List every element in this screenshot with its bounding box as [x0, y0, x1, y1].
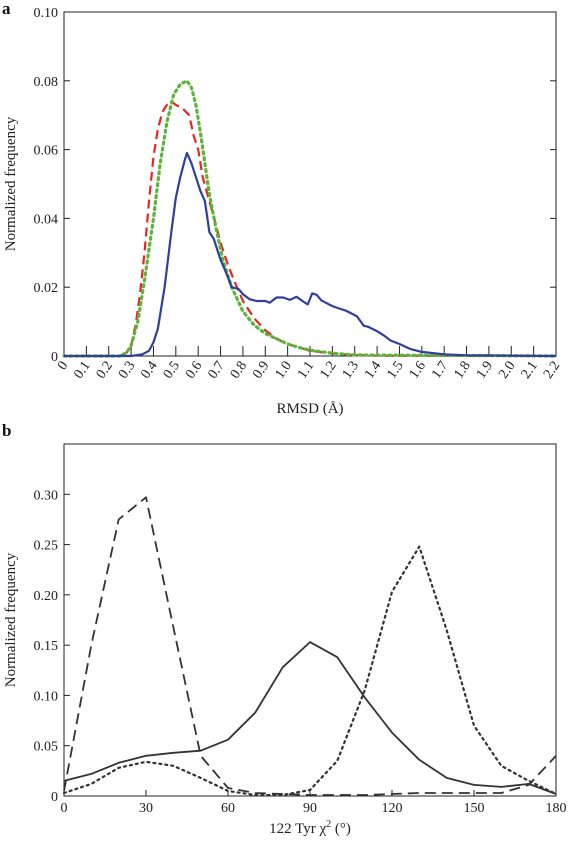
x-tick-label-a: 1.1	[295, 359, 317, 382]
x-tick-label-a: 2.1	[519, 359, 541, 382]
x-tick-label-a: 1.8	[451, 359, 473, 382]
y-tick-label-a: 0.08	[34, 75, 59, 90]
series-line-a	[62, 79, 558, 358]
series-line-b	[62, 545, 558, 797]
y-tick-label-b: 0.15	[34, 639, 59, 654]
plot-a: 00.020.040.060.080.100 0.1 0.2 0.3 0.4 0.5 0.6…	[3, 6, 563, 417]
x-tick-label-a: 0.3	[116, 359, 138, 382]
y-tick-label-b: 0	[51, 790, 58, 805]
x-tick-label-b: 120	[382, 801, 403, 816]
x-axis-title-sup: 2	[326, 819, 331, 830]
plot-b-frame	[63, 443, 557, 797]
x-tick-label-b: 60	[221, 801, 235, 816]
x-tick-label-a: 0	[55, 359, 71, 373]
y-tick-label-a: 0.06	[34, 144, 59, 159]
x-tick-label-b: 150	[464, 801, 485, 816]
x-tick-label-a: 1.3	[340, 359, 362, 382]
x-tick-label-a: 1.7	[429, 359, 451, 382]
x-tick-label-a: 0.4	[138, 359, 160, 382]
x-axis-title-b: 122 Tyr χ2 (°)	[269, 819, 351, 837]
x-tick-label-a: 0.7	[205, 359, 227, 382]
x-tick-label-a: 0.6	[183, 359, 205, 382]
series-line-b	[63, 641, 557, 795]
x-tick-label-b: 30	[139, 801, 153, 816]
x-tick-label-a: 0.9	[250, 359, 272, 382]
y-tick-label-a: 0.04	[34, 212, 59, 227]
x-tick-label-a: 1.5	[384, 359, 406, 382]
y-tick-label-b: 0.05	[34, 740, 59, 755]
plot-b: 0 0.05 0.10 0.15 0.20 0.25 0.30 0 30 60 90 120 150 18…	[3, 443, 567, 837]
x-tick-label-b: 90	[303, 801, 317, 816]
y-axis-title-b: Normalized frequency	[3, 552, 19, 687]
y-tick-label-a: 0.10	[34, 6, 59, 21]
x-tick-label-a: 2.2	[541, 359, 563, 382]
y-tick-label-b: 0.10	[34, 689, 59, 704]
x-tick-label-a: 2.0	[496, 359, 518, 382]
y-tick-label-a: 0	[51, 350, 58, 365]
y-axis-title-a: Normalized frequency	[3, 116, 19, 251]
x-axis-title-main: 122 Tyr χ	[269, 821, 326, 837]
x-tick-label-a: 1.0	[273, 359, 295, 382]
y-tick-label-a: 0.02	[34, 281, 59, 296]
x-tick-label-a: 1.6	[407, 359, 429, 382]
x-tick-label-a: 1.2	[317, 359, 339, 382]
x-tick-label-b: 180	[546, 801, 567, 816]
x-tick-label-a: 0.1	[71, 359, 93, 382]
x-axis-title-a: RMSD (Å)	[276, 401, 343, 417]
series-line-a	[64, 100, 557, 358]
x-tick-label-b: 0	[61, 801, 68, 816]
x-tick-label-a: 1.9	[474, 359, 496, 382]
x-axis-title-unit: (°)	[331, 821, 351, 837]
y-tick-label-b: 0.25	[34, 539, 59, 554]
panel-b-label: b	[2, 421, 11, 440]
x-tick-label-a: 0.8	[228, 359, 250, 382]
series-line-b	[63, 496, 557, 796]
x-tick-label-a: 0.2	[94, 359, 116, 382]
x-tick-label-a: 0.5	[161, 359, 183, 382]
y-tick-label-b: 0.30	[34, 488, 59, 503]
panel-a-label: a	[2, 0, 11, 18]
y-tick-label-b: 0.20	[34, 589, 59, 604]
x-tick-label-a: 1.4	[362, 359, 384, 382]
series-line-a	[64, 151, 557, 358]
